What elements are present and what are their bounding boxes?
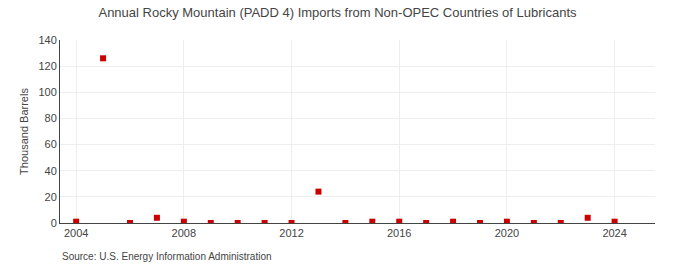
svg-text:2008: 2008 <box>172 227 196 239</box>
svg-text:2016: 2016 <box>387 227 411 239</box>
svg-text:2020: 2020 <box>495 227 519 239</box>
svg-text:Annual Rocky Mountain (PADD 4): Annual Rocky Mountain (PADD 4) Imports f… <box>98 5 577 20</box>
svg-text:2012: 2012 <box>279 227 303 239</box>
svg-text:40: 40 <box>45 165 57 177</box>
svg-text:Thousand Barrels: Thousand Barrels <box>18 88 30 175</box>
svg-text:60: 60 <box>45 138 57 150</box>
svg-text:140: 140 <box>38 34 56 46</box>
svg-text:2004: 2004 <box>64 227 88 239</box>
svg-text:80: 80 <box>45 112 57 124</box>
svg-text:Source: U.S. Energy Informatio: Source: U.S. Energy Information Administ… <box>62 251 272 262</box>
svg-text:100: 100 <box>38 86 56 98</box>
svg-text:0: 0 <box>51 217 57 229</box>
svg-text:120: 120 <box>38 60 56 72</box>
svg-text:20: 20 <box>45 191 57 203</box>
svg-text:2024: 2024 <box>602 227 626 239</box>
